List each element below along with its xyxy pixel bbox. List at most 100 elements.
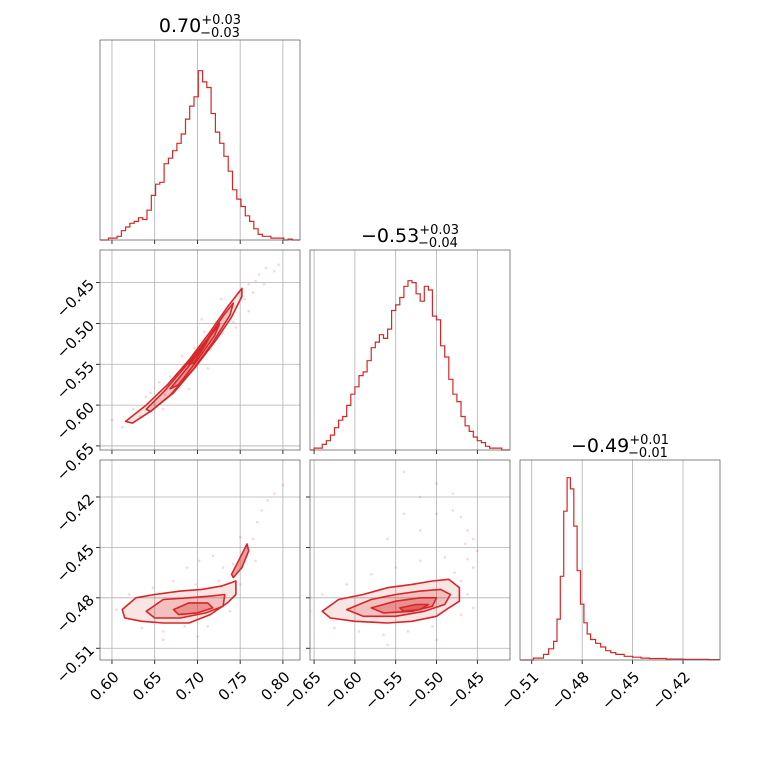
xtick-label-p2-0: −0.51 (497, 668, 542, 713)
panel-2-0-point-15 (260, 509, 263, 512)
ytick-label-p1-1: −0.60 (53, 398, 98, 443)
param-lower-err-1: −0.04 (418, 236, 458, 251)
param-title-0: 0.70+0.03 −0.03 (159, 13, 241, 41)
histogram-p2 (520, 477, 720, 661)
panel-1-0-marks (110, 263, 280, 429)
panel-2-1-point-32 (459, 613, 463, 616)
panel-1-0-point-32 (161, 407, 165, 411)
panel-1-0-contour-3 (188, 334, 212, 366)
panel-2-1-point-13 (459, 579, 463, 583)
panel-2-1-point-29 (451, 492, 455, 495)
panel-2-0-frame (99, 459, 301, 661)
ytick-label-p1-0: −0.65 (53, 439, 98, 484)
param-upper-err-1: +0.03 (419, 223, 459, 238)
panel-2-1-point-1 (320, 593, 324, 596)
panel-2-1-point-21 (451, 509, 455, 512)
panel-2-0-point-25 (254, 559, 257, 563)
panel-2-0-contour-1 (145, 593, 226, 619)
panel-1-0-point-31 (187, 387, 191, 391)
histogram-p0 (100, 70, 300, 241)
panel-1-0-point-12 (192, 346, 196, 350)
panel-2-0-point-23 (232, 562, 235, 566)
panel-1-0-point-2 (132, 407, 135, 411)
param-lower-err-2: −0.01 (628, 446, 668, 461)
panel-2-0-point-5 (172, 579, 175, 583)
param-median-0: 0.70 (159, 15, 201, 37)
panel-2-1-marks (310, 470, 479, 647)
panel-1-0-point-33 (149, 391, 152, 395)
ytick-label-p1-2: −0.55 (53, 358, 98, 403)
panel-2-0-point-2 (140, 626, 144, 630)
panel-2-0-marks (114, 483, 285, 642)
panel-2-1-point-16 (476, 549, 479, 553)
panel-1-0-point-28 (247, 309, 251, 313)
histogram-p1 (310, 280, 510, 451)
panel-2-0-point-8 (206, 625, 209, 628)
panel-2-1-point-15 (471, 566, 475, 569)
panel-1-0-point-19 (232, 320, 235, 324)
param-median-2: −0.49 (571, 435, 629, 457)
panel-2-1-point-6 (382, 633, 385, 637)
panel-1-0-point-6 (157, 380, 161, 384)
panel-2-0-point-21 (211, 554, 215, 558)
panel-2-1-point-8 (406, 630, 410, 633)
param-title-1: −0.53+0.03 −0.04 (361, 223, 459, 251)
panel-2-1-point-27 (435, 482, 438, 485)
param-lower-err-0: −0.03 (200, 26, 240, 41)
panel-2-0-point-24 (238, 536, 242, 539)
panel-2-1-point-3 (345, 583, 349, 586)
panel-2-1-point-5 (369, 572, 373, 576)
panel-2-1-point-30 (471, 606, 475, 610)
panel-1-0-point-26 (273, 269, 276, 273)
xtick-label-p0-0: 0.60 (86, 668, 122, 704)
panel-1-0-point-0 (110, 418, 114, 422)
ytick-label-p2-3: −0.42 (53, 490, 98, 535)
panel-2-1-point-34 (386, 643, 389, 647)
panel-2-0-point-7 (194, 583, 198, 586)
panel-2-1-point-31 (466, 593, 469, 596)
panel-2-1-point-12 (453, 571, 456, 574)
panel-1-0-point-8 (168, 375, 172, 378)
panel-2-1-contour-1 (345, 588, 452, 618)
panel-2-0-point-10 (228, 609, 232, 613)
panel-2-0-point-22 (221, 566, 225, 569)
panel-2-0-point-6 (183, 625, 186, 628)
panel-2-0-point-3 (151, 586, 155, 590)
panel-2-1-point-11 (443, 556, 446, 559)
ytick-label-p2-1: −0.48 (53, 591, 98, 636)
panel-1-0-point-30 (206, 367, 209, 370)
panel-2-0-point-11 (238, 583, 242, 586)
panel-2-1-point-20 (459, 515, 463, 519)
panel-1-0-contour-1 (145, 302, 235, 413)
panel-2-1-point-4 (357, 630, 361, 633)
panels-layer (96, 39, 721, 664)
panel-2-1-point-7 (394, 566, 398, 569)
param-upper-err-2: +0.01 (629, 433, 669, 448)
xtick-label-p0-1: 0.65 (129, 668, 165, 704)
ytick-label-p2-0: −0.51 (53, 642, 98, 687)
panel-2-1-contour-3 (398, 603, 430, 613)
ytick-label-p1-4: −0.45 (53, 276, 98, 321)
panel-2-0-point-1 (127, 593, 131, 596)
panel-1-0-point-17 (221, 331, 225, 335)
xtick-label-p1-3: −0.50 (402, 668, 447, 713)
panel-2-0-point-9 (217, 579, 221, 583)
xtick-label-p1-1: −0.60 (320, 668, 365, 713)
panel-2-0-point-27 (196, 635, 199, 638)
panel-1-0-contour-0 (124, 287, 243, 424)
panel-2-1-point-10 (431, 625, 434, 628)
panel-1-0-point-27 (277, 263, 280, 266)
panel-2-1-point-18 (463, 542, 467, 546)
panel-2-0-point-13 (251, 537, 255, 541)
panel-2-0-point-0 (114, 608, 118, 611)
panel-1-0-point-22 (247, 282, 251, 286)
panel-2-0-contour-2 (172, 602, 214, 616)
xtick-label-p0-2: 0.70 (172, 668, 208, 704)
panel-1-0-point-23 (254, 279, 257, 283)
panel-1-0-point-29 (234, 326, 238, 329)
panel-1-0-point-24 (257, 273, 261, 276)
panel-1-0-point-37 (262, 282, 266, 286)
panel-1-0-point-10 (180, 354, 184, 358)
xtick-label-p2-2: −0.45 (598, 668, 643, 713)
